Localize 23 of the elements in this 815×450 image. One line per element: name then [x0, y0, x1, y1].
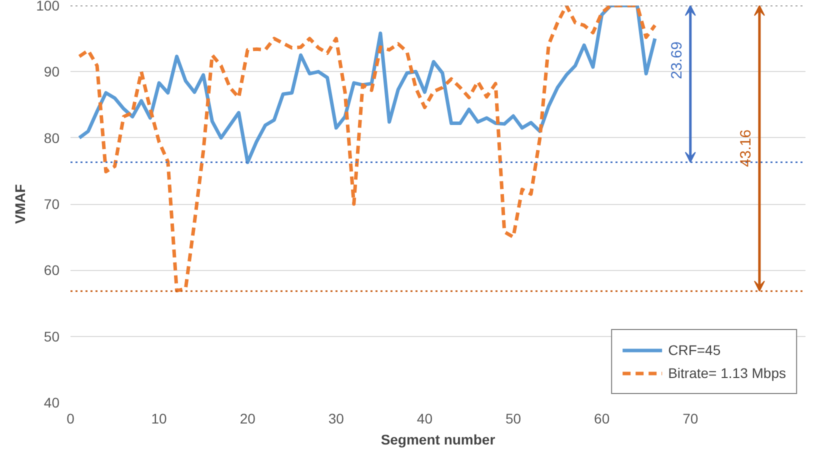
x-tick-label: 60 — [594, 410, 610, 426]
x-tick-label: 10 — [151, 410, 168, 426]
x-tick-label: 50 — [505, 410, 522, 426]
y-tick-label: 60 — [44, 262, 60, 278]
annotation: 23.69 — [668, 42, 686, 80]
y-axis-title: VMAF — [12, 184, 28, 224]
y-tick-label: 70 — [44, 196, 60, 212]
y-tick-label: 80 — [44, 130, 60, 146]
x-axis-title: Segment number — [380, 432, 496, 448]
x-tick-label: 40 — [416, 410, 433, 426]
x-tick-label: 30 — [328, 410, 344, 426]
y-tick-label: 100 — [36, 0, 60, 14]
y-tick-label: 90 — [44, 64, 60, 80]
line-series — [78, 6, 657, 292]
annotation: 43.16 — [737, 130, 754, 168]
x-tick-label: 70 — [682, 410, 698, 426]
x-tick-label: 0 — [66, 410, 75, 426]
y-tick-label: 50 — [44, 328, 60, 344]
legend-label: CRF=45 — [668, 342, 721, 358]
legend-label: Bitrate= 1.13 Mbps — [668, 365, 786, 381]
line-series — [78, 6, 657, 164]
y-tick-label: 40 — [44, 394, 60, 410]
x-tick-label: 20 — [240, 410, 256, 426]
